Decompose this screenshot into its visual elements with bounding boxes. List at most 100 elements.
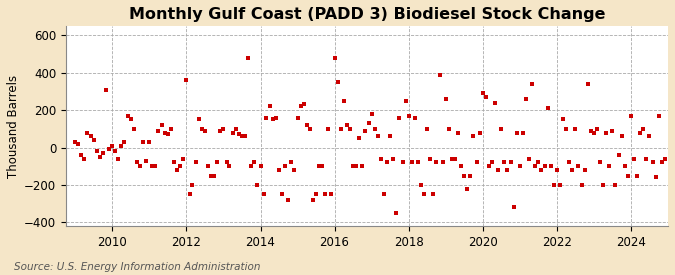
Point bbox=[110, 149, 121, 153]
Point bbox=[351, 164, 362, 168]
Point bbox=[434, 72, 445, 77]
Point bbox=[283, 198, 294, 202]
Point bbox=[236, 134, 247, 139]
Point bbox=[450, 156, 460, 161]
Point bbox=[190, 160, 201, 165]
Point bbox=[128, 126, 139, 131]
Point bbox=[381, 160, 392, 165]
Point bbox=[82, 130, 93, 135]
Point bbox=[431, 160, 441, 165]
Point bbox=[641, 156, 652, 161]
Point bbox=[218, 126, 229, 131]
Point bbox=[483, 164, 494, 168]
Point bbox=[329, 56, 340, 60]
Point bbox=[437, 160, 448, 165]
Point bbox=[122, 114, 133, 118]
Point bbox=[273, 168, 284, 172]
Point bbox=[446, 156, 457, 161]
Point bbox=[616, 134, 627, 139]
Point bbox=[70, 140, 81, 144]
Point bbox=[354, 136, 364, 140]
Point bbox=[412, 160, 423, 165]
Point bbox=[418, 192, 429, 196]
Point bbox=[193, 117, 204, 122]
Point bbox=[304, 126, 315, 131]
Point bbox=[271, 116, 281, 120]
Point bbox=[403, 114, 414, 118]
Point bbox=[91, 149, 102, 153]
Point bbox=[326, 192, 337, 196]
Point bbox=[644, 134, 655, 139]
Point bbox=[150, 164, 161, 168]
Point bbox=[481, 95, 491, 99]
Point bbox=[622, 173, 633, 178]
Point bbox=[610, 183, 621, 187]
Point bbox=[570, 126, 580, 131]
Point bbox=[526, 82, 537, 86]
Point bbox=[589, 130, 599, 135]
Point bbox=[175, 164, 186, 168]
Point bbox=[650, 175, 661, 180]
Point bbox=[583, 82, 593, 86]
Point bbox=[400, 98, 411, 103]
Point bbox=[595, 160, 605, 165]
Point bbox=[548, 183, 559, 187]
Point bbox=[607, 128, 618, 133]
Point bbox=[468, 134, 479, 139]
Point bbox=[292, 116, 303, 120]
Point bbox=[452, 130, 463, 135]
Point bbox=[286, 160, 297, 165]
Point bbox=[348, 164, 358, 168]
Point bbox=[104, 147, 115, 152]
Point bbox=[298, 102, 309, 107]
Point bbox=[264, 104, 275, 109]
Point bbox=[301, 123, 312, 127]
Point bbox=[240, 134, 250, 139]
Point bbox=[555, 183, 566, 187]
Point bbox=[477, 91, 488, 95]
Point bbox=[295, 104, 306, 109]
Point bbox=[126, 117, 136, 122]
Point bbox=[196, 126, 207, 131]
Point bbox=[107, 144, 117, 148]
Point bbox=[335, 126, 346, 131]
Point bbox=[475, 130, 485, 135]
Point bbox=[369, 126, 380, 131]
Point bbox=[391, 211, 402, 215]
Point bbox=[613, 153, 624, 157]
Point bbox=[632, 173, 643, 178]
Point bbox=[79, 156, 90, 161]
Point bbox=[496, 126, 507, 131]
Point bbox=[638, 126, 649, 131]
Point bbox=[73, 142, 84, 146]
Point bbox=[387, 156, 398, 161]
Point bbox=[406, 160, 417, 165]
Point bbox=[508, 205, 519, 210]
Point bbox=[181, 78, 192, 82]
Point bbox=[307, 198, 318, 202]
Point bbox=[634, 130, 645, 135]
Point bbox=[202, 164, 213, 168]
Point bbox=[604, 164, 615, 168]
Point bbox=[156, 123, 167, 127]
Point bbox=[317, 164, 327, 168]
Point bbox=[657, 160, 668, 165]
Point bbox=[539, 164, 550, 168]
Point bbox=[626, 114, 637, 118]
Point bbox=[132, 160, 142, 165]
Point bbox=[88, 138, 99, 142]
Point bbox=[576, 183, 587, 187]
Point bbox=[440, 97, 451, 101]
Point bbox=[230, 126, 241, 131]
Text: Source: U.S. Energy Information Administration: Source: U.S. Energy Information Administ… bbox=[14, 262, 260, 272]
Point bbox=[314, 164, 325, 168]
Point bbox=[153, 128, 164, 133]
Point bbox=[385, 134, 396, 139]
Point bbox=[659, 156, 670, 161]
Point bbox=[551, 168, 562, 172]
Point bbox=[533, 160, 543, 165]
Point bbox=[489, 100, 500, 105]
Point bbox=[162, 132, 173, 137]
Point bbox=[530, 164, 541, 168]
Point bbox=[259, 192, 269, 196]
